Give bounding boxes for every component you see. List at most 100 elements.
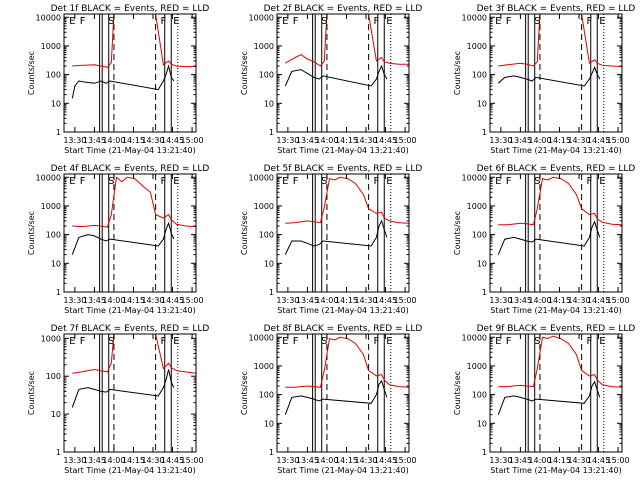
plot-frame: [489, 173, 623, 293]
region-label: E: [282, 176, 288, 187]
chart-title: Det 6f BLACK = Events, RED = LLD: [477, 164, 636, 174]
chart-title: Det 1f BLACK = Events, RED = LLD: [51, 4, 210, 14]
region-label: E: [599, 176, 605, 187]
region-label: S: [321, 176, 327, 187]
x-tick-label: 13:30: [276, 136, 299, 145]
x-axis-label: Start Time (21-May-04 13:21:40): [64, 466, 195, 475]
x-tick-label: 14:30: [354, 136, 377, 145]
x-tick-label: 14:00: [315, 296, 338, 305]
region-label: S: [321, 336, 327, 347]
x-tick-label: 14:15: [122, 456, 145, 465]
y-tick-label: 10: [264, 99, 274, 108]
series-line-lld: [285, 176, 410, 224]
x-tick-label: 14:45: [161, 136, 184, 145]
region-label: E: [173, 336, 179, 347]
x-tick-label: 15:00: [181, 456, 204, 465]
y-tick-label: 1: [56, 448, 61, 457]
x-tick-label: 13:30: [489, 456, 512, 465]
region-label: E: [386, 176, 392, 187]
x-tick-label: 13:30: [489, 296, 512, 305]
x-tick-label: 14:30: [354, 456, 377, 465]
y-axis-label: Counts/sec: [453, 211, 462, 255]
y-tick-label: 100: [46, 231, 61, 240]
y-tick-label: 1: [269, 448, 274, 457]
chart-title: Det 7f BLACK = Events, RED = LLD: [51, 324, 210, 334]
region-label: F: [374, 176, 380, 187]
region-label: E: [386, 336, 392, 347]
region-label: F: [161, 176, 167, 187]
y-tick-label: 1000: [254, 42, 274, 51]
region-label: S: [108, 336, 114, 347]
x-tick-label: 14:45: [161, 456, 184, 465]
x-tick-label: 13:45: [83, 456, 106, 465]
x-tick-label: 15:00: [394, 456, 417, 465]
x-tick-label: 14:30: [567, 456, 590, 465]
y-tick-label: 10000: [249, 13, 274, 22]
chart-title: Det 9f BLACK = Events, RED = LLD: [477, 324, 636, 334]
region-label: E: [282, 16, 288, 27]
chart-panel-det-3f: Det 3f BLACK = Events, RED = LLD 1 10 100 10…: [453, 4, 635, 155]
y-axis-label: Counts/sec: [240, 51, 249, 95]
x-tick-label: 14:00: [528, 296, 551, 305]
x-tick-label: 14:00: [102, 456, 125, 465]
y-tick-label: 1000: [467, 362, 487, 371]
chart-panel-det-7f: Det 7f BLACK = Events, RED = LLD 1 10 100 10…: [27, 324, 209, 475]
y-tick-label: 100: [472, 71, 487, 80]
x-tick-label: 13:45: [296, 296, 319, 305]
plot-frame: [489, 333, 623, 453]
x-tick-label: 15:00: [607, 296, 630, 305]
x-tick-label: 15:00: [607, 136, 630, 145]
y-tick-label: 10000: [36, 173, 61, 182]
chart-title: Det 5f BLACK = Events, RED = LLD: [264, 164, 423, 174]
region-label: F: [374, 16, 380, 27]
y-tick-label: 1: [482, 448, 487, 457]
y-tick-label: 1: [56, 128, 61, 137]
y-tick-label: 100: [259, 231, 274, 240]
x-tick-label: 15:00: [394, 296, 417, 305]
y-tick-label: 100: [259, 391, 274, 400]
y-tick-label: 10000: [462, 173, 487, 182]
x-tick-label: 14:00: [315, 456, 338, 465]
series-line-events: [497, 220, 601, 255]
region-label: E: [69, 176, 75, 187]
y-tick-label: 10: [477, 99, 487, 108]
x-tick-label: 14:00: [102, 296, 125, 305]
series-line-events: [71, 64, 175, 99]
chart-panel-det-8f: Det 8f BLACK = Events, RED = LLD 1 10 100 10…: [240, 324, 422, 475]
x-tick-label: 14:00: [528, 136, 551, 145]
region-label: F: [506, 336, 512, 347]
plot-frame: [63, 333, 197, 453]
x-tick-label: 13:30: [276, 296, 299, 305]
y-tick-label: 100: [46, 372, 61, 381]
x-tick-label: 14:30: [141, 456, 164, 465]
region-label: S: [534, 16, 540, 27]
x-tick-label: 14:45: [587, 136, 610, 145]
chart-title: Det 4f BLACK = Events, RED = LLD: [51, 164, 210, 174]
plot-frame: [489, 13, 623, 133]
plot-frame: [63, 13, 197, 133]
x-tick-label: 14:00: [102, 136, 125, 145]
y-tick-label: 10000: [462, 333, 487, 342]
x-tick-label: 14:15: [122, 136, 145, 145]
plot-frame: [276, 13, 410, 133]
y-tick-label: 1000: [254, 202, 274, 211]
x-tick-label: 13:45: [83, 296, 106, 305]
series-line-lld: [498, 335, 623, 388]
x-axis-label: Start Time (21-May-04 13:21:40): [490, 306, 621, 315]
x-tick-label: 15:00: [181, 296, 204, 305]
y-tick-label: 100: [472, 231, 487, 240]
region-label: E: [599, 16, 605, 27]
y-tick-label: 1: [269, 128, 274, 137]
y-tick-label: 1: [56, 288, 61, 297]
chart-title: Det 2f BLACK = Events, RED = LLD: [264, 4, 423, 14]
x-tick-label: 14:45: [161, 296, 184, 305]
region-label: E: [173, 176, 179, 187]
y-tick-label: 1000: [41, 42, 61, 51]
y-tick-label: 1000: [467, 202, 487, 211]
region-label: F: [80, 16, 86, 27]
y-tick-label: 1000: [41, 202, 61, 211]
region-label: S: [108, 176, 114, 187]
x-tick-label: 13:30: [63, 136, 86, 145]
x-tick-label: 14:00: [528, 456, 551, 465]
